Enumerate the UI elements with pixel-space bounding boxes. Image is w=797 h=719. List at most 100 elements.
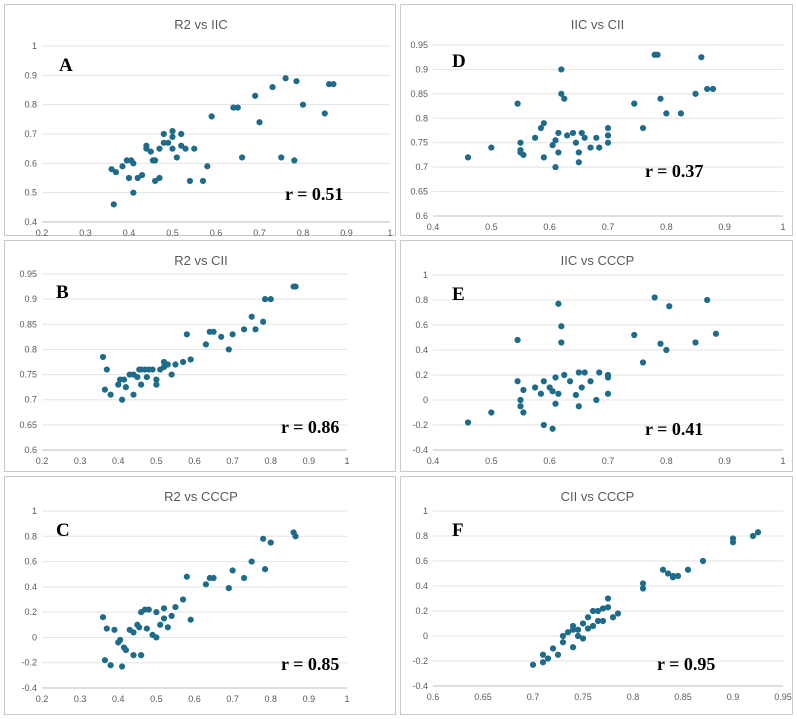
data-point	[558, 323, 565, 330]
data-point	[240, 574, 248, 582]
data-point	[111, 626, 118, 633]
data-point	[112, 169, 120, 176]
data-point	[168, 371, 175, 378]
data-point	[692, 90, 699, 97]
data-point	[596, 144, 603, 151]
x-tick-label: 0.7	[226, 456, 239, 466]
data-point	[99, 353, 107, 361]
x-tick-label: 1	[344, 456, 349, 466]
y-tick-label: 0.6	[415, 211, 428, 221]
data-point	[186, 177, 193, 185]
data-point	[240, 326, 248, 333]
data-point	[282, 75, 289, 82]
data-point	[574, 632, 582, 640]
x-tick-label: 0.5	[485, 222, 498, 232]
x-tick-label: 0.9	[718, 456, 731, 466]
data-point	[517, 403, 524, 410]
data-point	[234, 104, 241, 111]
data-point	[261, 566, 269, 573]
data-point	[529, 661, 537, 668]
data-point	[103, 366, 110, 373]
x-tick-label: 0.9	[303, 694, 316, 704]
data-point	[169, 145, 176, 152]
data-point	[654, 51, 661, 58]
panel-label: D	[452, 51, 466, 72]
data-point	[252, 92, 259, 99]
data-point	[581, 134, 588, 141]
correlation-label: r = 0.41	[645, 419, 703, 439]
y-tick-label: 0	[32, 632, 37, 642]
data-point	[292, 283, 299, 290]
data-point	[569, 626, 577, 633]
data-point	[698, 54, 705, 61]
x-tick-label: 0.7	[602, 456, 615, 466]
data-point	[552, 374, 559, 381]
data-point	[173, 154, 180, 161]
data-point	[754, 529, 762, 536]
y-tick-label: 0.6	[415, 320, 428, 330]
y-tick-label: -0.2	[21, 658, 37, 668]
x-tick-label: 0.7	[602, 222, 615, 232]
data-point	[118, 663, 126, 670]
data-point	[604, 390, 612, 397]
x-tick-label: 0.5	[150, 456, 163, 466]
data-point	[157, 621, 164, 628]
data-point	[119, 163, 126, 170]
data-point	[145, 606, 152, 613]
panel-label: A	[59, 55, 73, 76]
panel-b: R2 vs CII 0.6 0.65 0.7 0.75 0.8 0.85 0.9 0.95 0.2…	[4, 240, 396, 472]
y-tick-label: 0.6	[24, 158, 37, 168]
data-point	[202, 341, 210, 348]
data-point	[108, 166, 115, 173]
data-point	[156, 174, 163, 182]
y-tick-label: 1	[423, 270, 428, 280]
data-point	[674, 572, 682, 580]
data-point	[604, 371, 612, 379]
data-point	[631, 331, 638, 339]
y-tick-label: 0	[423, 631, 428, 641]
data-point	[202, 581, 210, 588]
data-point	[564, 629, 572, 636]
data-point	[143, 373, 150, 381]
data-point	[579, 635, 587, 642]
data-point	[514, 336, 521, 344]
x-tick-label: 0.6	[210, 228, 223, 237]
data-point	[278, 154, 285, 161]
data-point	[614, 610, 622, 617]
data-point	[540, 154, 547, 161]
data-point	[464, 154, 472, 161]
data-point	[544, 655, 552, 662]
data-point	[520, 151, 527, 159]
data-point	[229, 567, 236, 574]
x-tick-label: 0.65	[474, 692, 492, 702]
data-point	[604, 595, 612, 602]
data-point	[639, 124, 647, 132]
data-point	[692, 339, 699, 346]
x-tick-label: 0.5	[166, 228, 179, 237]
data-point	[101, 657, 109, 664]
data-point	[554, 651, 562, 658]
data-point	[172, 603, 179, 611]
x-tick-label: 1	[344, 694, 349, 704]
data-point	[191, 145, 198, 152]
panel-label: F	[452, 520, 464, 541]
data-point	[552, 137, 559, 144]
x-tick-label: 0.7	[226, 694, 239, 704]
data-point	[153, 376, 160, 383]
chart-d: IIC vs CII 0.6 0.65 0.7 0.75 0.8 0.85 0.9 0.95 0.…	[410, 17, 785, 232]
y-tick-label: 0.4	[415, 345, 428, 355]
data-point	[712, 330, 720, 337]
y-tick-label: 0.7	[415, 162, 428, 172]
data-point	[110, 201, 117, 208]
data-point	[153, 381, 160, 388]
series-points	[99, 529, 299, 670]
correlation-label: r = 0.37	[645, 161, 703, 181]
data-point	[561, 95, 568, 102]
data-point	[147, 148, 154, 155]
data-point	[572, 391, 580, 399]
data-point	[292, 533, 299, 540]
data-point	[225, 585, 232, 592]
data-point	[210, 328, 217, 335]
data-point	[531, 384, 539, 391]
data-point	[555, 149, 562, 156]
